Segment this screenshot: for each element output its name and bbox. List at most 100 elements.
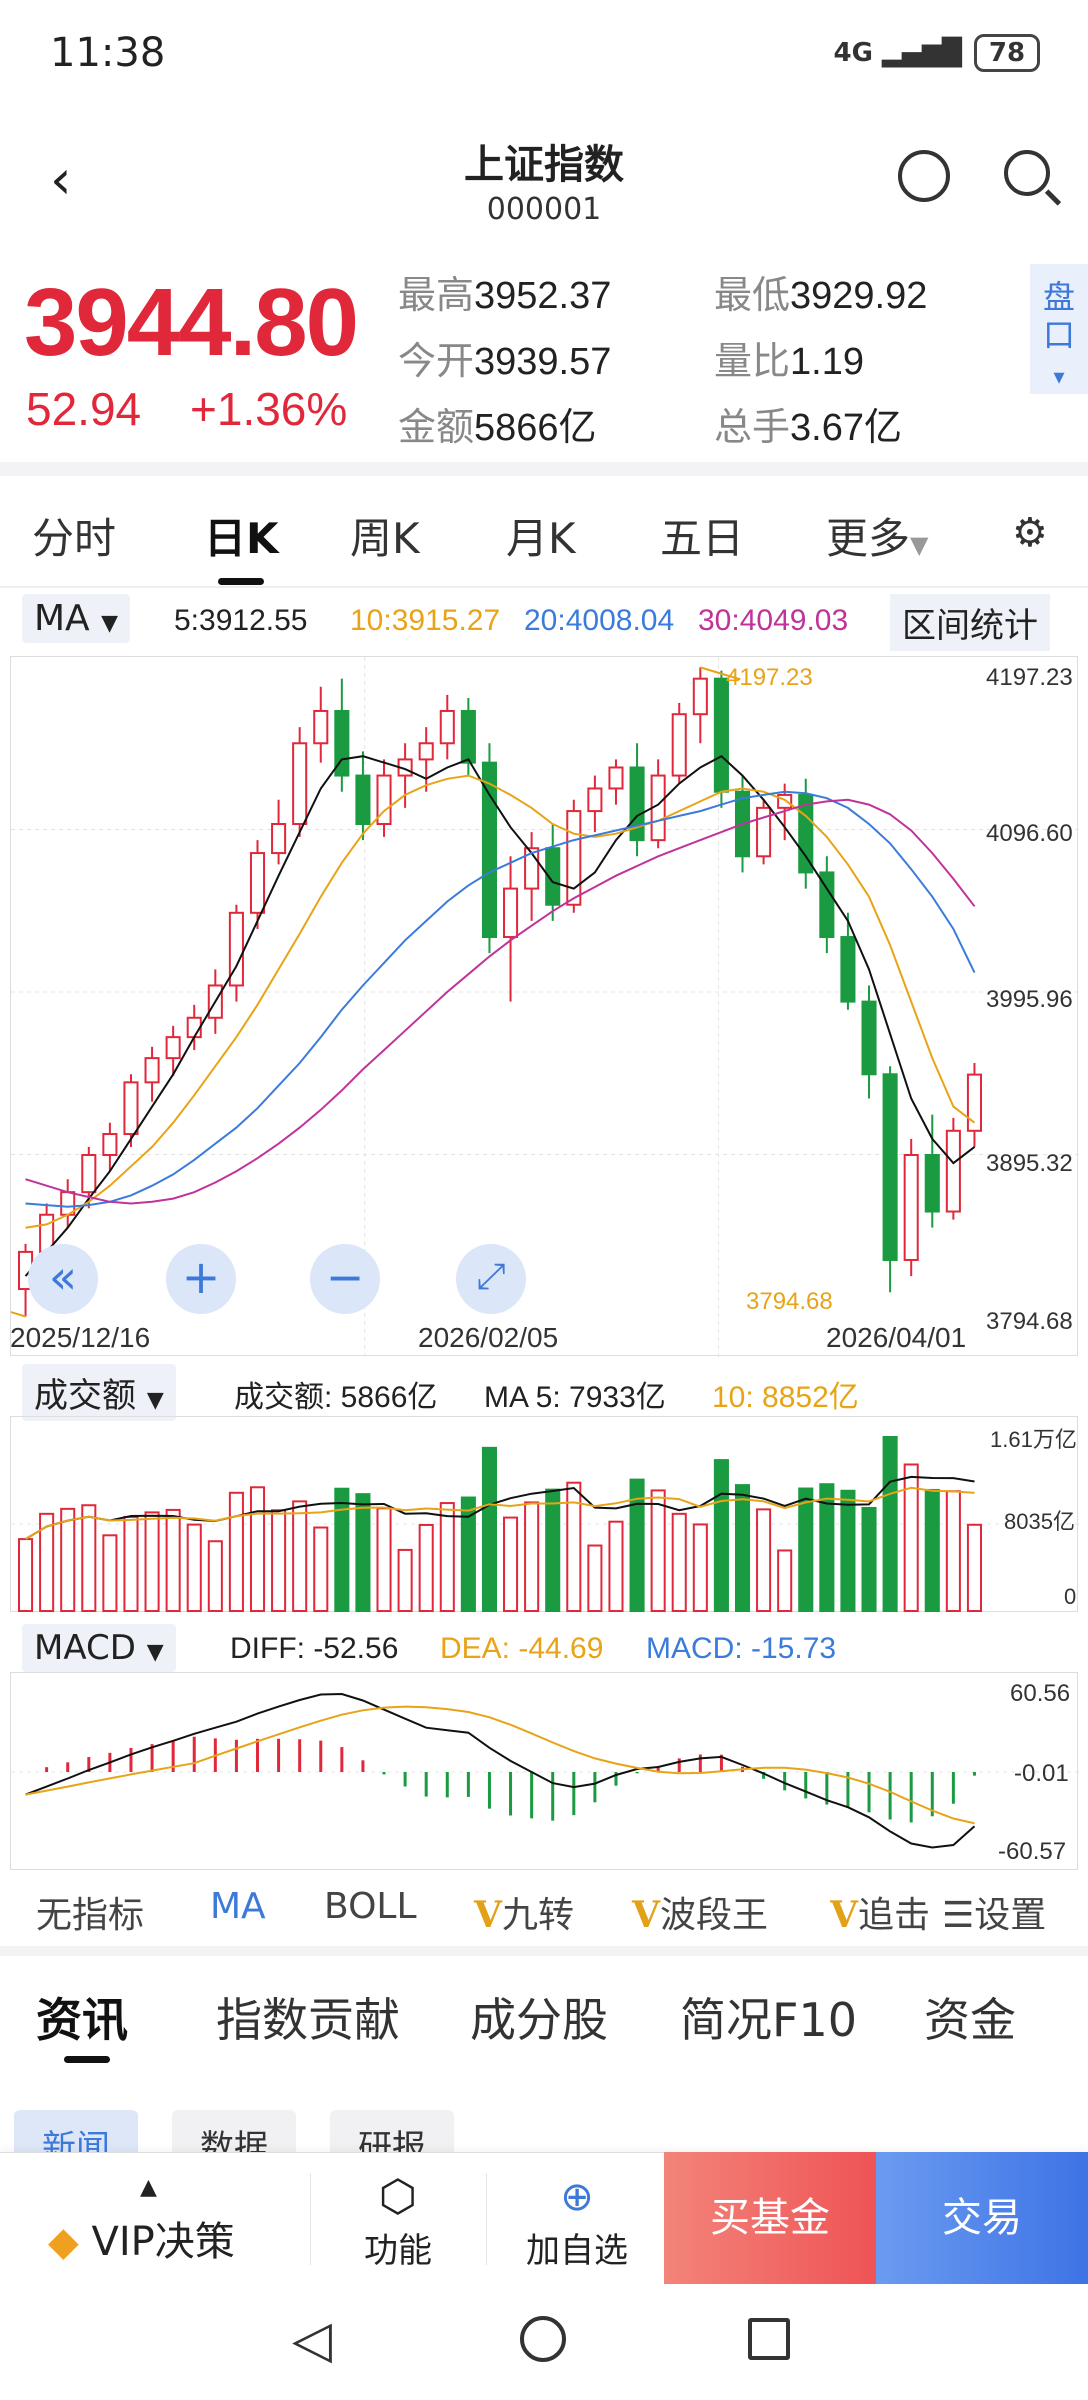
volume-bar: [186, 1523, 202, 1612]
volume-bar: [903, 1463, 919, 1613]
tab-indicator: [64, 2056, 110, 2063]
tab-fenshi[interactable]: 分时: [32, 514, 117, 563]
quote-amount: 金额5866亿: [398, 405, 597, 449]
tab-weekly-k[interactable]: 周K: [350, 514, 420, 563]
volume-bar: [587, 1544, 603, 1613]
quote-ratio: 量比1.19: [714, 339, 864, 383]
tab-monthly-k[interactable]: 月K: [506, 514, 576, 563]
volume-amount: 成交额: 5866亿: [234, 1381, 438, 1414]
fullscreen-icon[interactable]: ⤢: [456, 1244, 526, 1314]
volume-bar: [228, 1491, 244, 1612]
ma5-line: [24, 754, 976, 1277]
volume-chart[interactable]: [11, 1417, 1079, 1613]
macd-chart-frame[interactable]: [10, 1672, 1079, 1871]
x-date: 2026/04/01: [826, 1322, 967, 1353]
refresh-icon[interactable]: [898, 150, 950, 202]
candle-body: [608, 766, 624, 790]
volume-bar: [503, 1516, 519, 1612]
nav-home-icon[interactable]: [520, 2316, 566, 2362]
subtab-reports[interactable]: 研报: [330, 2110, 454, 2168]
volume-bar: [819, 1483, 835, 1612]
tab-index-contribution[interactable]: 指数贡献: [216, 1993, 400, 2047]
add-watchlist-button[interactable]: ⊕ 加自选: [522, 2171, 632, 2272]
divider: [0, 462, 1088, 476]
candle-body: [165, 1036, 181, 1060]
volume-bar: [292, 1500, 308, 1612]
back-arrow-icon[interactable]: ‹: [50, 148, 72, 211]
volume-bar: [924, 1488, 940, 1612]
tab-five-day[interactable]: 五日: [660, 514, 745, 563]
indicator-boduanwang[interactable]: V波段王: [632, 1894, 768, 1936]
quote-low: 最低3929.92: [714, 273, 928, 317]
volume-bar: [692, 1523, 708, 1612]
indicator-boll[interactable]: BOLL: [324, 1886, 417, 1927]
y-tick: 3895.32: [986, 1150, 1073, 1177]
volume-bar: [545, 1488, 561, 1612]
macd-selector[interactable]: MACD ▼: [22, 1624, 176, 1672]
kline-chart[interactable]: [11, 657, 1079, 1357]
nav-back-icon[interactable]: ◁: [292, 2310, 332, 2370]
volume-bar: [481, 1446, 497, 1612]
diff-line: [25, 1692, 976, 1849]
indicator-settings[interactable]: ☰设置: [938, 1886, 1047, 1938]
scroll-left-icon[interactable]: «: [28, 1244, 98, 1314]
search-icon[interactable]: [1004, 150, 1050, 196]
macd-chart[interactable]: [11, 1673, 1079, 1871]
candle-body: [840, 936, 856, 1003]
expand-up-icon[interactable]: ▲: [140, 2175, 157, 2200]
volume-bar: [418, 1523, 434, 1612]
y-tick: 3995.96: [986, 986, 1073, 1013]
pankou-button[interactable]: 盘口 ▾: [1030, 264, 1088, 394]
indicator-ma[interactable]: MA: [210, 1886, 266, 1927]
zoom-in-icon[interactable]: +: [166, 1244, 236, 1314]
volume-chart-frame[interactable]: [10, 1416, 1079, 1613]
candle-body: [271, 822, 287, 855]
gear-icon[interactable]: ⚙: [1012, 510, 1048, 556]
subtab-data[interactable]: 数据: [172, 2110, 296, 2168]
candle-body: [418, 742, 434, 761]
indicator-none[interactable]: 无指标: [36, 1895, 145, 1936]
system-navigation-bar: ◁: [0, 2284, 1088, 2400]
candle-body: [966, 1073, 982, 1132]
indicator-zhuiji[interactable]: V追击: [830, 1894, 930, 1936]
volume-selector[interactable]: 成交额 ▼: [22, 1364, 176, 1421]
macd-y-tick: 60.56: [1010, 1680, 1071, 1707]
kline-chart-frame[interactable]: [10, 656, 1079, 1357]
tab-news[interactable]: 资讯: [36, 1993, 128, 2047]
tab-constituents[interactable]: 成分股: [470, 1993, 608, 2047]
volume-bar: [734, 1484, 751, 1612]
candle-body: [376, 774, 392, 825]
volume-bar: [777, 1549, 793, 1612]
vip-button[interactable]: ◆ VIP决策: [48, 2219, 235, 2265]
tab-daily-k[interactable]: 日K: [204, 514, 279, 563]
macd-diff: DIFF: -52.56: [230, 1632, 399, 1665]
ma20-value: 20:4008.04: [524, 604, 675, 637]
volume-bar: [945, 1490, 961, 1612]
candle-body: [81, 1154, 97, 1194]
tab-funds[interactable]: 资金: [924, 1993, 1016, 2047]
tab-more[interactable]: 更多▼: [826, 514, 929, 563]
ma-selector[interactable]: MA ▼: [22, 594, 131, 643]
zoom-out-icon[interactable]: −: [310, 1244, 380, 1314]
volume-bar: [355, 1493, 371, 1612]
divider: [310, 2173, 311, 2265]
function-button[interactable]: ⬡ 功能: [364, 2171, 432, 2271]
battery-icon: 78: [974, 34, 1040, 72]
volume-bar: [882, 1436, 898, 1612]
candle-body: [629, 766, 645, 842]
nav-recents-icon[interactable]: [748, 2318, 790, 2360]
interval-stats-button[interactable]: 区间统计: [890, 594, 1050, 651]
dea-line: [25, 1705, 975, 1825]
volume-bar: [798, 1487, 814, 1612]
divider: [0, 586, 1088, 588]
buy-fund-button[interactable]: 买基金: [664, 2152, 876, 2284]
ma30-line: [25, 798, 976, 1205]
index-code: 000001: [486, 192, 602, 227]
candle-body: [587, 787, 603, 813]
x-date: 2025/12/16: [10, 1322, 151, 1353]
indicator-jiuzhuan[interactable]: V九转: [474, 1894, 574, 1936]
candle-body: [756, 806, 772, 858]
trade-button[interactable]: 交易: [876, 2152, 1088, 2284]
tab-f10[interactable]: 简况F10: [680, 1993, 857, 2047]
settings-icon: ☰: [942, 1895, 975, 1936]
